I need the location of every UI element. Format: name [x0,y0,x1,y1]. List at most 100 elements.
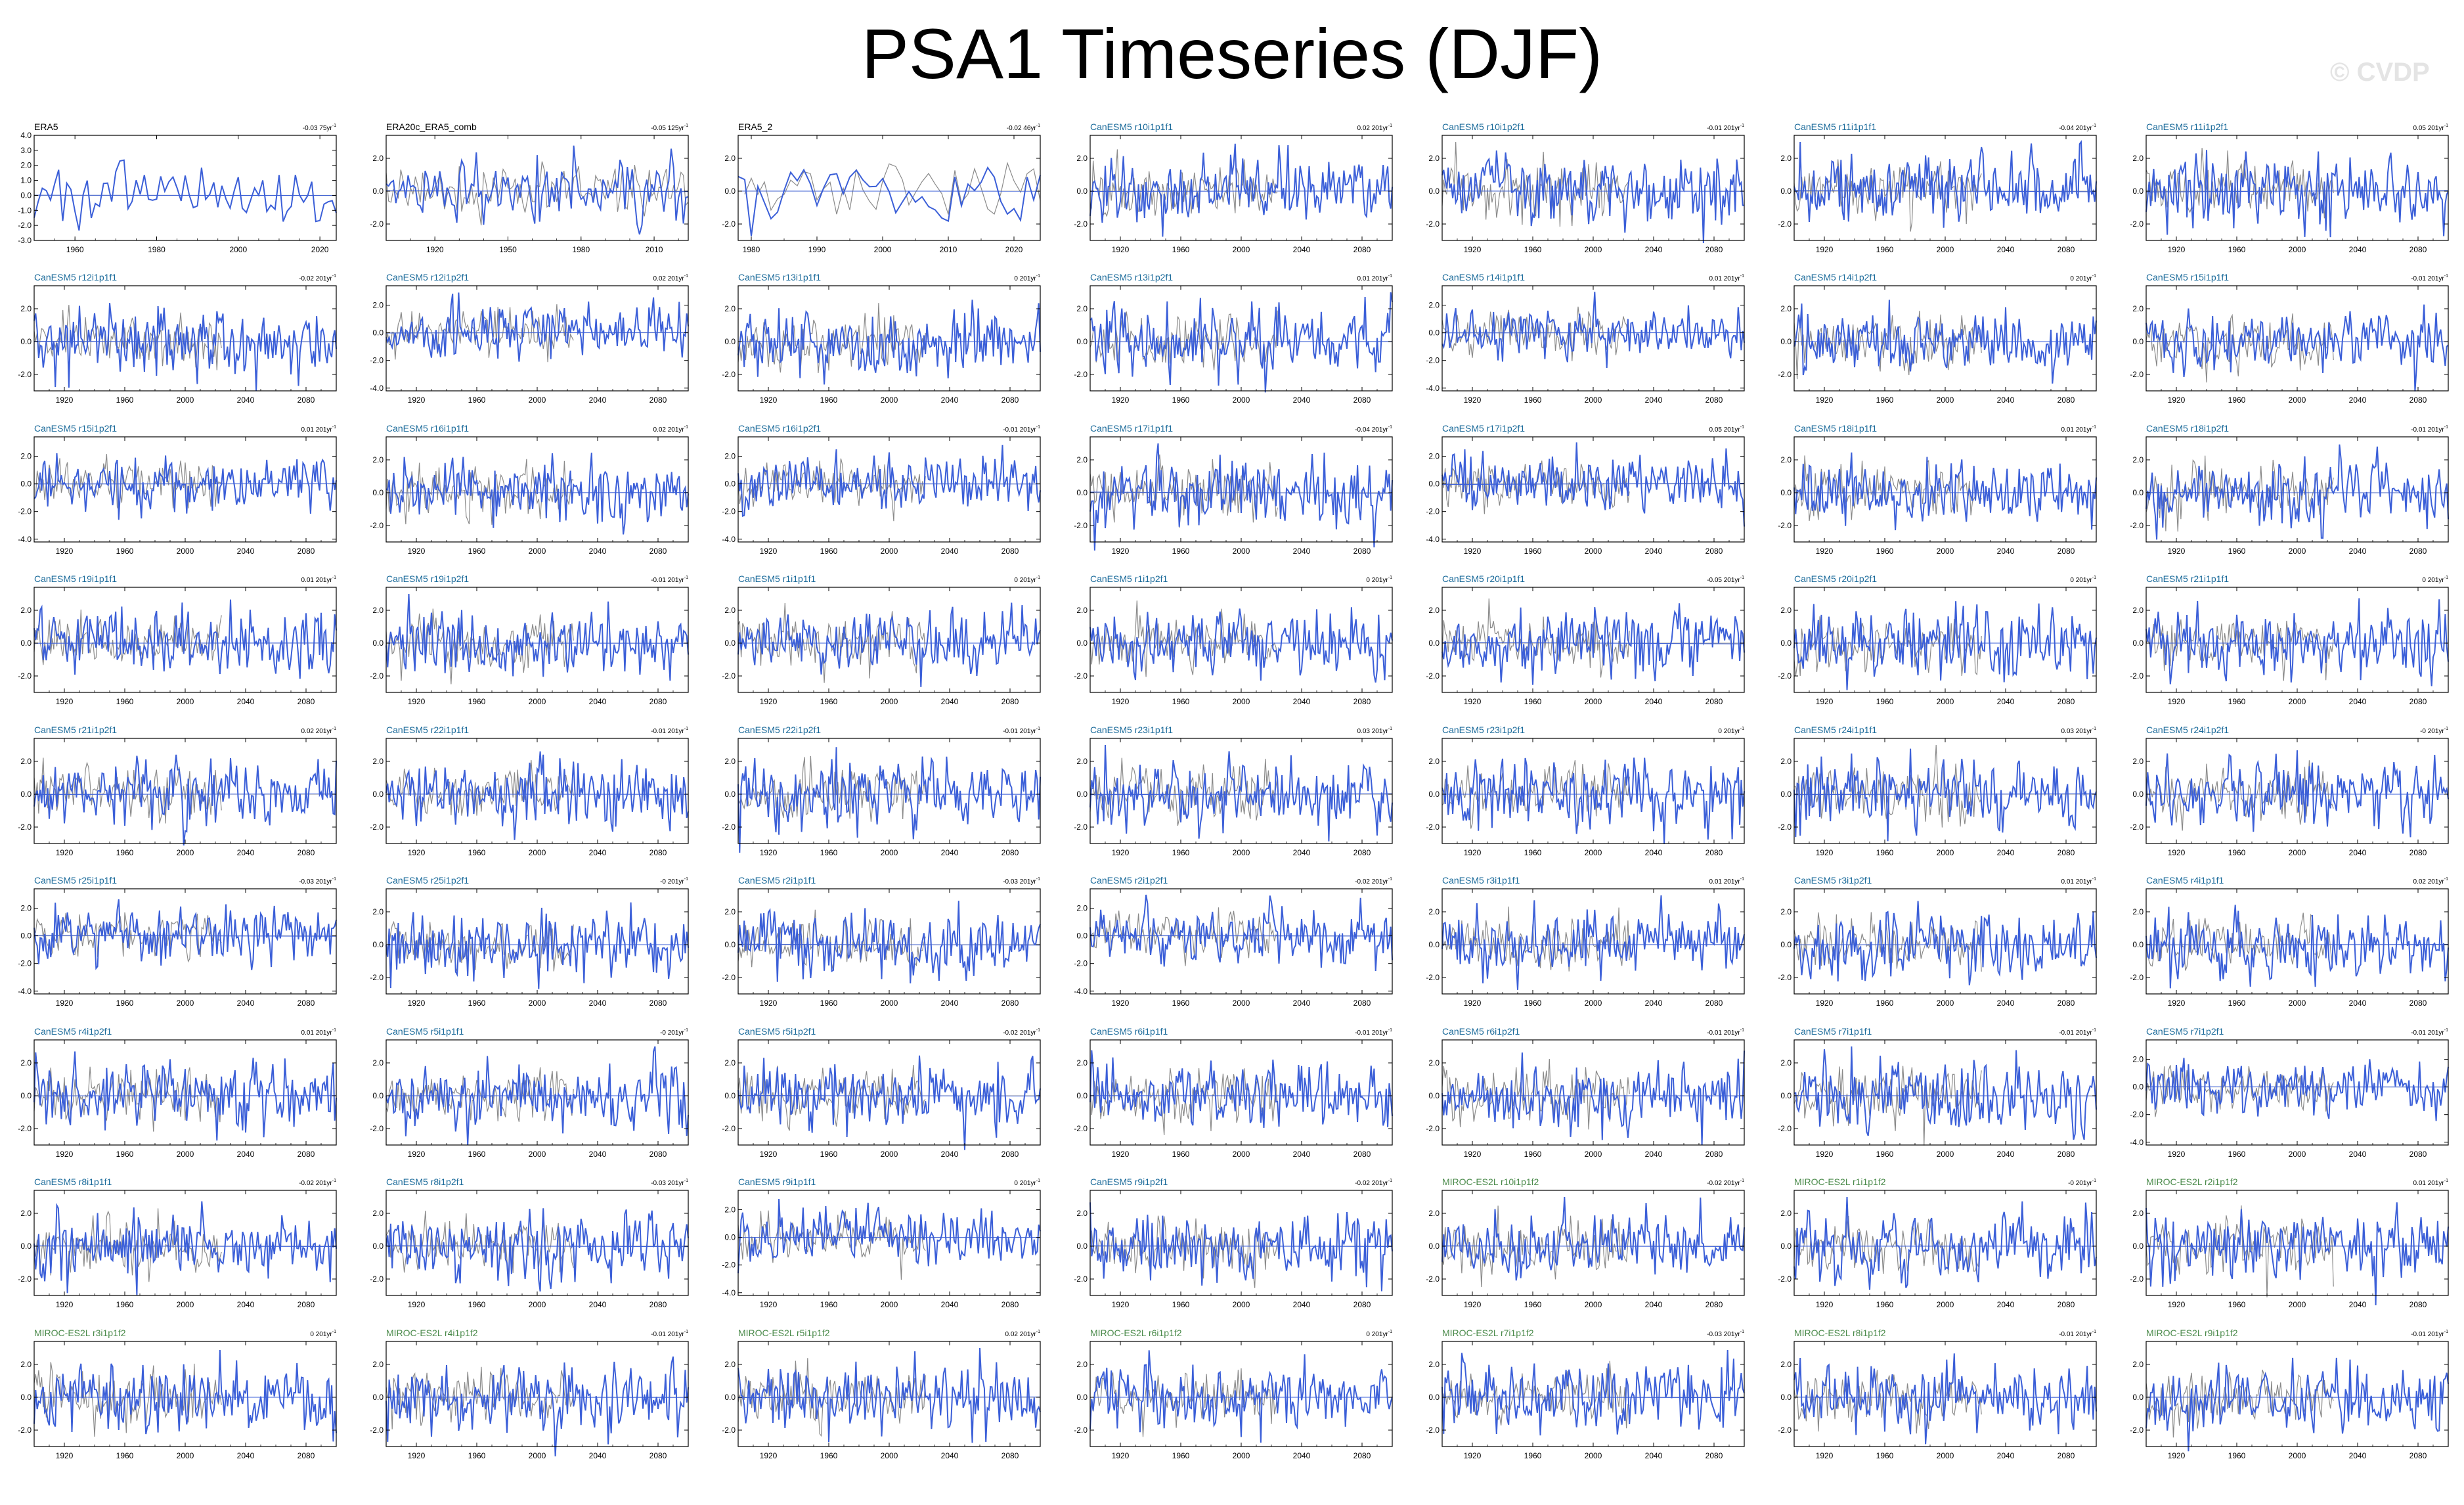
panel-title: CanESM5 r20i1p1f1 [1442,573,1525,584]
x-tick-label: 2080 [297,1150,315,1159]
x-tick-label: 2080 [649,547,667,556]
panel-title: CanESM5 r23i1p1f1 [1090,725,1173,735]
x-tick-label: 1920 [56,697,74,706]
y-tick-label: -2.0 [1778,822,1792,832]
y-tick-label: 2.0 [20,451,32,460]
y-tick-label: 2.0 [1076,903,1088,912]
x-tick-label: 2080 [1705,547,1723,556]
y-tick-label: 0.0 [1428,790,1440,799]
series-line [385,1046,689,1146]
y-tick-label: -2.0 [722,671,736,681]
x-tick-label: 1920 [2168,547,2186,556]
y-tick-label: 2.0 [2132,1360,2144,1369]
y-tick-label: -2.0 [1426,1124,1440,1133]
trend-label: -0.01 201yr-1 [2411,274,2448,282]
x-tick-label: 1960 [820,697,838,706]
x-tick-label: 1920 [56,547,74,556]
trend-line [1441,191,1745,192]
x-tick-label: 2040 [1645,1451,1663,1460]
y-tick-label: 2.0 [2132,1209,2144,1218]
trend-label: -0.02 201yr-1 [1355,1179,1392,1187]
x-tick-label: 2040 [1293,848,1311,857]
trend-line [33,642,337,644]
trend-label: 0.02 201yr-1 [1005,1330,1041,1338]
series-line [385,453,689,535]
trend-line [737,794,1041,795]
x-tick-label: 2000 [529,395,546,405]
series-line [1089,1350,1393,1443]
y-tick-label: 2.0 [724,304,736,313]
y-tick-label: 2.0 [2132,606,2144,615]
y-tick-label: 0.0 [1076,932,1088,941]
panel-title: ERA5 [34,122,58,132]
panel: CanESM5 r1i1p1f1 0 201yr-1 2.0 0.0 -2.0 1920 1… [722,573,1041,706]
panel: CanESM5 r15i1p2f1 0.01 201yr-1 2.0 0.0 -2.0 -… [18,423,337,556]
panel: MIROC-ES2L r6i1p1f2 0 201yr-1 2.0 0.0 -2.0 19… [1074,1328,1393,1460]
panel: CanESM5 r8i1p2f1 -0.03 201yr-1 2.0 0.0 -2.0 1… [370,1177,689,1309]
trend-line [33,1246,337,1247]
x-tick-label: 1960 [116,697,134,706]
x-tick-label: 1960 [820,395,838,405]
y-tick-label: 2.0 [2132,907,2144,916]
x-tick-label: 2040 [1293,999,1311,1008]
x-tick-label: 2080 [297,1300,315,1309]
x-tick-label: 2000 [1937,697,1954,706]
x-tick-label: 1960 [116,1451,134,1460]
y-tick-label: 0.0 [724,1233,736,1242]
y-tick-label: 2.0 [1780,757,1792,766]
y-tick-label: 0.0 [724,940,736,949]
y-tick-label: 0.0 [1780,940,1792,949]
y-tick-label: -2.0 [1778,671,1792,681]
x-tick-label: 1920 [408,1300,426,1309]
panel: CanESM5 r13i1p1f1 0 201yr-1 2.0 0.0 -2.0 1920… [722,272,1041,405]
y-tick-label: -2.0 [722,1261,736,1270]
panel-title: CanESM5 r10i1p2f1 [1442,122,1525,132]
panel-title: CanESM5 r12i1p2f1 [386,272,469,282]
x-tick-label: 2080 [1001,999,1019,1008]
y-tick-label: 0.0 [1428,1091,1440,1100]
y-tick-label: 0.0 [1076,790,1088,799]
panel-title: CanESM5 r13i1p1f1 [738,272,821,282]
trend-label: -0 201yr-1 [2420,727,2448,735]
x-tick-label: 2000 [2289,848,2306,857]
y-tick-label: 2.0 [1428,907,1440,916]
x-tick-label: 2000 [1585,848,1602,857]
x-tick-label: 2080 [1353,1451,1371,1460]
x-tick-label: 2080 [297,547,315,556]
y-tick-label: -2.0 [1426,1426,1440,1435]
y-tick-label: 1.0 [20,176,32,185]
x-tick-label: 1920 [1112,697,1130,706]
x-tick-label: 2080 [2057,1150,2075,1159]
y-tick-label: 0.0 [1428,940,1440,949]
y-tick-label: 0.0 [2132,187,2144,196]
reference-series-line [1089,1368,1278,1437]
x-tick-label: 2080 [2409,1300,2427,1309]
x-tick-label: 2000 [1233,848,1250,857]
x-tick-label: 2000 [529,1300,546,1309]
x-tick-label: 1980 [148,245,165,254]
trend-line [1441,1396,1745,1399]
panel-title: CanESM5 r21i1p1f1 [2146,573,2229,584]
panel: CanESM5 r14i1p1f1 0.01 201yr-1 2.0 0.0 -2.0 -… [1426,272,1745,405]
x-tick-label: 2080 [1001,848,1019,857]
panel: CanESM5 r19i1p2f1 -0.01 201yr-1 2.0 0.0 -2.0… [370,573,689,706]
x-tick-label: 2080 [649,999,667,1008]
x-tick-label: 2000 [2289,697,2306,706]
x-tick-label: 2040 [589,848,607,857]
x-tick-label: 2080 [2409,1150,2427,1159]
x-tick-label: 1920 [408,1150,426,1159]
trend-label: -0.02 201yr-1 [299,274,336,282]
reference-series-line [744,162,1041,215]
y-tick-label: 0.0 [1076,337,1088,346]
x-tick-label: 2000 [2289,395,2306,405]
x-tick-label: 1960 [2228,547,2246,556]
series-line [33,754,337,846]
x-tick-label: 2080 [2057,1300,2075,1309]
y-tick-label: 2.0 [1076,1360,1088,1369]
y-tick-label: 0.0 [2132,488,2144,497]
x-tick-label: 1960 [820,1300,838,1309]
x-tick-label: 2000 [1233,1150,1250,1159]
y-tick-label: 2.0 [1428,300,1440,309]
panel: CanESM5 r5i1p2f1 -0.02 201yr-1 2.0 0.0 -2.0 1… [722,1026,1041,1159]
x-tick-label: 1960 [1524,1451,1542,1460]
